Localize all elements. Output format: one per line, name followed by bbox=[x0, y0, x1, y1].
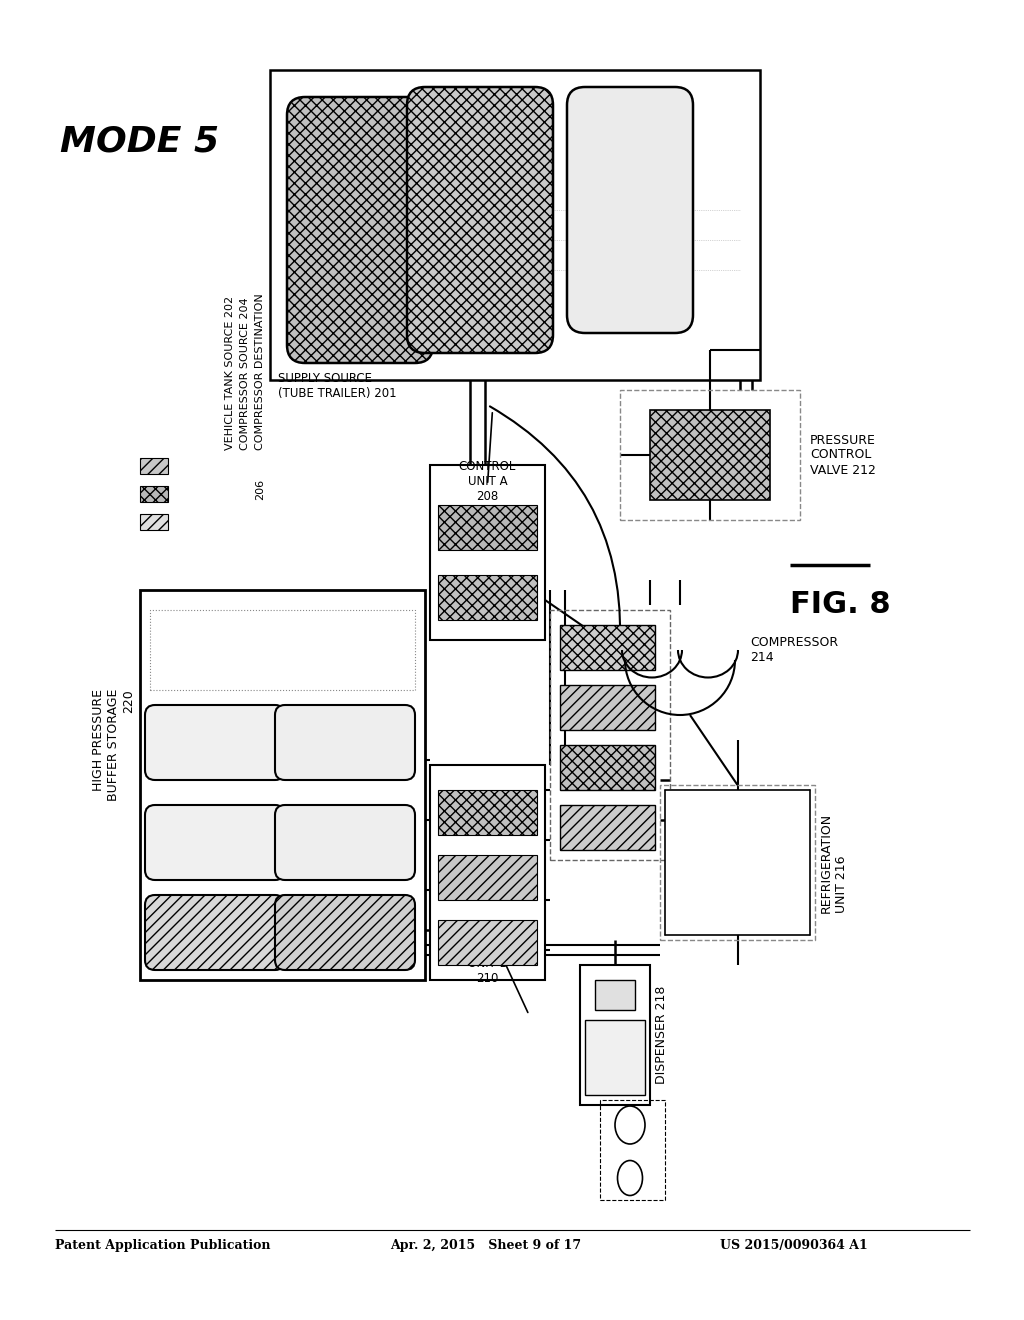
Bar bbox=[438, 576, 537, 620]
Bar bbox=[665, 789, 810, 935]
Text: CONTROL
UNIT A
208: CONTROL UNIT A 208 bbox=[459, 459, 516, 503]
FancyBboxPatch shape bbox=[567, 87, 693, 333]
FancyBboxPatch shape bbox=[275, 895, 415, 970]
Bar bbox=[560, 805, 655, 850]
Bar bbox=[438, 855, 537, 900]
FancyBboxPatch shape bbox=[287, 96, 433, 363]
Text: COMPRESSOR DESTINATION: COMPRESSOR DESTINATION bbox=[255, 293, 265, 450]
FancyBboxPatch shape bbox=[407, 87, 553, 352]
Text: FIG. 8: FIG. 8 bbox=[790, 590, 891, 619]
Bar bbox=[438, 789, 537, 836]
Ellipse shape bbox=[615, 1106, 645, 1144]
Bar bbox=[140, 486, 168, 502]
Bar bbox=[140, 458, 168, 474]
Text: CONTROL
UNIT B
210: CONTROL UNIT B 210 bbox=[459, 942, 516, 985]
Text: COMPRESSOR
214: COMPRESSOR 214 bbox=[750, 636, 838, 664]
FancyBboxPatch shape bbox=[145, 705, 285, 780]
Bar bbox=[270, 70, 760, 380]
Bar bbox=[560, 624, 655, 671]
Text: PRESSURE
CONTROL
VALVE 212: PRESSURE CONTROL VALVE 212 bbox=[810, 433, 876, 477]
FancyBboxPatch shape bbox=[275, 805, 415, 880]
Bar bbox=[140, 513, 168, 531]
Text: US 2015/0090364 A1: US 2015/0090364 A1 bbox=[720, 1238, 867, 1251]
Bar bbox=[650, 411, 770, 500]
Text: HIGH PRESSURE
BUFFER STORAGE
220: HIGH PRESSURE BUFFER STORAGE 220 bbox=[92, 689, 135, 801]
Text: Patent Application Publication: Patent Application Publication bbox=[55, 1238, 270, 1251]
Bar bbox=[438, 506, 537, 550]
Bar bbox=[430, 766, 545, 979]
Text: SUPPLY SOURCE
(TUBE TRAILER) 201: SUPPLY SOURCE (TUBE TRAILER) 201 bbox=[278, 372, 396, 400]
FancyBboxPatch shape bbox=[145, 895, 285, 970]
Bar bbox=[560, 744, 655, 789]
Text: VEHICLE TANK SOURCE 202: VEHICLE TANK SOURCE 202 bbox=[225, 296, 234, 450]
Text: DISPENSER 218: DISPENSER 218 bbox=[655, 986, 668, 1084]
Bar bbox=[580, 965, 650, 1105]
Text: MODE 5: MODE 5 bbox=[60, 125, 219, 158]
Bar bbox=[660, 785, 815, 940]
Bar bbox=[595, 979, 635, 1010]
Text: REFRIGERATION
UNIT 216: REFRIGERATION UNIT 216 bbox=[820, 812, 848, 912]
FancyBboxPatch shape bbox=[145, 805, 285, 880]
Text: 206: 206 bbox=[255, 479, 265, 500]
FancyBboxPatch shape bbox=[275, 705, 415, 780]
Bar bbox=[560, 685, 655, 730]
Bar bbox=[150, 610, 415, 690]
Bar bbox=[585, 1020, 645, 1096]
Text: COMPRESSOR SOURCE 204: COMPRESSOR SOURCE 204 bbox=[240, 297, 250, 450]
Text: Apr. 2, 2015   Sheet 9 of 17: Apr. 2, 2015 Sheet 9 of 17 bbox=[390, 1238, 582, 1251]
Bar bbox=[438, 920, 537, 965]
Bar bbox=[140, 590, 425, 979]
Bar bbox=[600, 1100, 665, 1200]
Bar bbox=[550, 610, 670, 861]
Ellipse shape bbox=[617, 1160, 642, 1196]
Bar bbox=[620, 389, 800, 520]
Bar bbox=[430, 465, 545, 640]
